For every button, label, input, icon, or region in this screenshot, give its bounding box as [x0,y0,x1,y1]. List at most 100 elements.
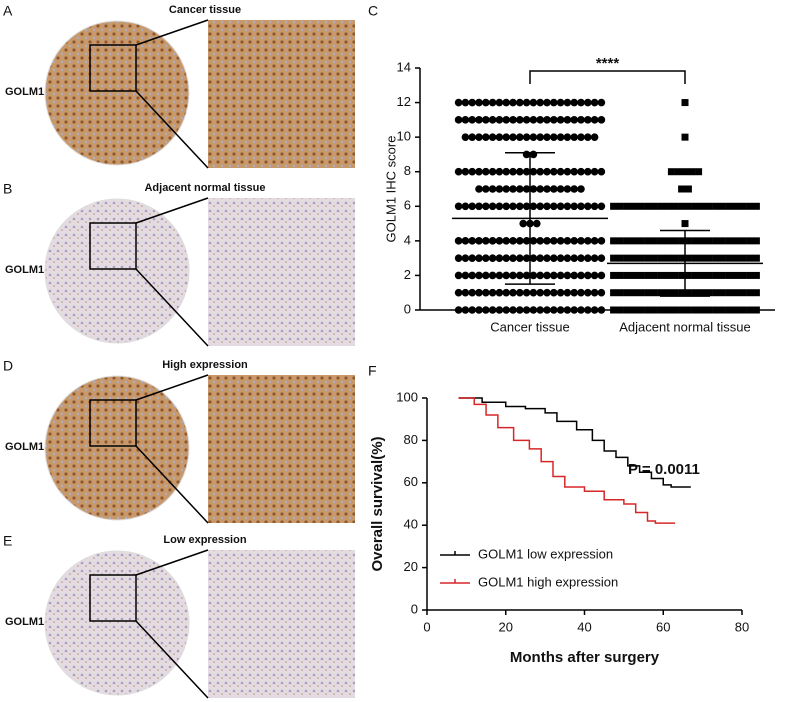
data-dot [644,254,652,262]
data-dot [650,254,658,262]
panel-title: Adjacent normal tissue [144,182,265,194]
p-value: P = 0.0011 [628,461,700,478]
data-dot [475,254,483,262]
tissue-core [44,198,190,344]
data-dot [488,202,497,211]
y-tick-label: 8 [404,163,411,178]
data-dot [597,167,606,176]
data-dot [678,202,686,210]
data-dot [468,167,477,176]
data-dot [543,167,551,176]
data-dot [577,237,585,245]
data-dot [746,271,754,279]
data-dot [746,202,754,210]
data-dot [671,237,679,245]
data-dot [584,202,592,211]
data-dot [570,167,578,176]
x-axis-label: Months after surgery [510,649,660,666]
data-dot [657,271,665,279]
data-dot [671,271,679,279]
data-dot [502,288,511,297]
data-dot [718,271,726,279]
data-dot [610,289,618,297]
data-dot [684,271,692,279]
data-dot [461,98,470,107]
zoom-line [135,268,209,347]
data-dot [543,202,551,211]
data-dot [570,237,578,245]
data-dot [522,185,531,193]
legend-label: GOLM1 high expression [478,574,618,589]
data-dot [529,98,538,107]
data-dot [502,98,511,107]
data-dot [495,306,504,314]
data-dot [468,271,477,280]
data-dot [475,116,483,124]
data-dot [698,237,706,245]
data-dot [454,254,463,262]
data-dot [475,133,483,141]
data-dot [752,237,760,245]
tissue-core [44,550,190,696]
data-dot [584,306,592,314]
data-dot [482,185,490,193]
data-dot [536,288,544,297]
data-dot [529,271,538,280]
data-dot [650,202,658,210]
data-dot [746,237,754,245]
zoom-line [135,19,209,46]
data-dot [495,167,504,176]
data-dot [522,288,531,297]
data-dot [550,306,558,314]
data-dot [630,237,638,245]
data-dot [610,254,618,262]
data-dot [461,133,470,141]
x-tick-label: 20 [499,619,513,634]
data-dot [732,202,740,210]
data-dot [637,306,645,314]
data-dot [725,271,733,279]
data-dot [519,219,527,228]
data-dot [475,202,483,211]
panel-letter: C [368,3,378,19]
data-dot [691,254,699,262]
data-dot [482,202,490,211]
data-dot [644,271,652,279]
data-dot [488,306,497,314]
zoom-image [208,550,355,698]
data-dot [502,185,511,193]
data-dot [671,254,679,262]
data-dot [556,237,565,245]
data-dot [570,98,578,107]
data-dot [495,185,504,193]
data-dot [732,306,740,314]
data-dot [590,116,599,124]
y-tick-label: 60 [404,474,418,489]
data-dot [529,167,538,176]
panel-title: High expression [162,359,248,371]
data-dot [623,289,631,297]
data-dot [698,271,706,279]
data-dot [563,167,572,176]
data-dot [684,202,692,210]
data-dot [664,254,672,262]
data-dot [590,288,599,297]
zoom-line [135,549,209,576]
data-dot [495,202,504,211]
data-dot [461,167,470,176]
data-dot [637,289,645,297]
y-tick-label: 80 [404,432,418,447]
data-dot [681,168,689,176]
gene-label: GOLM1 [5,441,44,453]
data-dot [454,167,463,176]
data-dot [664,306,672,314]
zoom-line [135,620,209,699]
data-dot [495,237,504,245]
data-dot [543,254,551,262]
data-dot [468,254,477,262]
data-dot [502,133,511,141]
data-dot [563,237,572,245]
data-dot [522,271,531,280]
y-tick-label: 2 [404,267,411,282]
x-tick-label: Adjacent normal tissue [619,319,751,334]
